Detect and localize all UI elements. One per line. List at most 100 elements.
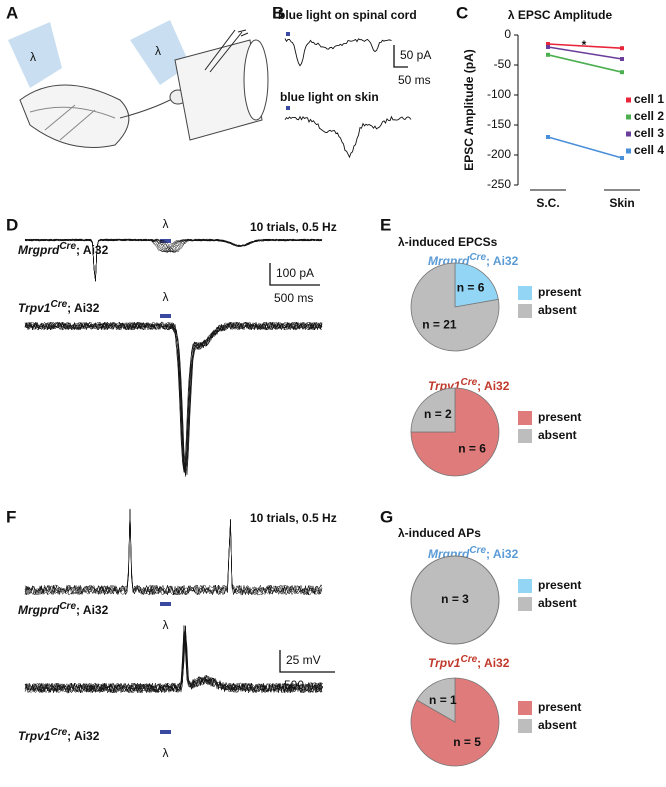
value-label: n = 2 bbox=[424, 407, 452, 421]
y-tick-label: 0 bbox=[504, 27, 511, 41]
x-tick-label: Skin bbox=[609, 196, 634, 210]
legend-swatch bbox=[518, 597, 532, 611]
legend-label: cell 3 bbox=[634, 126, 664, 140]
legend-label: cell 2 bbox=[634, 109, 664, 123]
legend-label: absent bbox=[538, 428, 577, 442]
trace bbox=[24, 321, 323, 470]
value-label: n = 21 bbox=[422, 318, 457, 332]
series-line bbox=[547, 54, 623, 73]
legend-label: absent bbox=[538, 303, 577, 317]
trace bbox=[24, 509, 323, 596]
panel-label: A bbox=[6, 3, 18, 22]
scale-bar bbox=[393, 45, 408, 68]
scale-label: 100 pA bbox=[276, 266, 314, 280]
scale-label: 25 mV bbox=[286, 653, 321, 667]
series-line bbox=[547, 43, 623, 49]
genotype-label: Trpv1Cre; Ai32 bbox=[428, 654, 510, 671]
panel-label: F bbox=[6, 507, 16, 526]
gene: Trpv1 bbox=[428, 656, 461, 670]
legend-swatch bbox=[626, 148, 631, 154]
pie-slice bbox=[416, 677, 456, 723]
y-tick-label: -250 bbox=[487, 177, 511, 191]
superscript: Cre bbox=[59, 601, 76, 612]
trace-title: blue light on spinal cord bbox=[278, 8, 417, 22]
trace bbox=[24, 238, 323, 280]
lambda: λ bbox=[163, 746, 169, 760]
genotype-rest: ; Ai32 bbox=[67, 729, 100, 743]
value-label: n = 6 bbox=[457, 281, 485, 295]
gene: Mrgprd bbox=[18, 243, 60, 257]
panel-title: λ-induced APs bbox=[398, 526, 481, 540]
trace bbox=[24, 321, 323, 476]
panel-label: D bbox=[6, 215, 18, 234]
scale-bar bbox=[279, 650, 335, 673]
trace-title: blue light on skin bbox=[280, 90, 379, 104]
point bbox=[620, 57, 624, 61]
point bbox=[620, 156, 624, 160]
pie-slice bbox=[410, 387, 500, 477]
panel-label: E bbox=[380, 215, 391, 234]
gene: Trpv1 bbox=[18, 301, 51, 315]
trace bbox=[24, 321, 323, 475]
stim-bar bbox=[160, 730, 171, 734]
genotype-label: MrgprdCre; Ai32 bbox=[18, 601, 109, 618]
trace bbox=[24, 509, 323, 596]
panel-label: B bbox=[272, 3, 284, 22]
y-tick-label: -150 bbox=[487, 117, 511, 131]
x-tick-label: S.C. bbox=[536, 196, 559, 210]
stim-bar bbox=[160, 239, 171, 243]
genotype-label: Trpv1Cre; Ai32 bbox=[18, 299, 100, 316]
panel-title: λ-induced EPCSs bbox=[398, 235, 498, 249]
superscript: Cre bbox=[469, 545, 486, 556]
y-tick-label: -50 bbox=[494, 57, 512, 71]
legend-label: absent bbox=[538, 718, 577, 732]
lambda: λ bbox=[163, 217, 169, 231]
value-label: n = 6 bbox=[458, 441, 486, 455]
value-label: n = 1 bbox=[429, 693, 457, 707]
chart-title: λ EPSC Amplitude bbox=[508, 8, 613, 22]
stim-marker bbox=[286, 106, 290, 110]
legend-label: absent bbox=[538, 596, 577, 610]
lambda: λ bbox=[30, 50, 36, 64]
legend-swatch bbox=[518, 719, 532, 733]
point bbox=[546, 135, 550, 139]
gene: Trpv1 bbox=[18, 729, 51, 743]
trace bbox=[24, 238, 323, 280]
superscript: Cre bbox=[460, 377, 477, 388]
panel-label: G bbox=[380, 507, 393, 526]
legend-swatch bbox=[518, 286, 532, 300]
genotype-rest: ; Ai32 bbox=[486, 547, 519, 561]
panel-label: C bbox=[456, 3, 468, 22]
superscript: Cre bbox=[460, 654, 477, 665]
trace bbox=[24, 321, 323, 477]
genotype-rest: ; Ai32 bbox=[76, 603, 109, 617]
y-tick-label: -200 bbox=[487, 147, 511, 161]
trials-label: 10 trials, 0.5 Hz bbox=[250, 220, 337, 234]
pie-slice bbox=[410, 555, 500, 645]
trace bbox=[284, 115, 412, 159]
point bbox=[546, 45, 550, 49]
point bbox=[620, 46, 624, 51]
genotype-rest: ; Ai32 bbox=[477, 656, 510, 670]
point bbox=[546, 42, 550, 46]
y-axis-label: EPSC Amplitude (pA) bbox=[462, 49, 476, 171]
legend-label: present bbox=[538, 410, 581, 424]
genotype-label: MrgprdCre; Ai32 bbox=[428, 545, 519, 562]
trials-label: 10 trials, 0.5 Hz bbox=[250, 511, 337, 525]
scale-label: 50 pA bbox=[400, 48, 431, 62]
lambda: λ bbox=[163, 290, 169, 304]
trace bbox=[24, 321, 323, 471]
genotype-rest: ; Ai32 bbox=[486, 254, 519, 268]
lambda: λ bbox=[155, 44, 161, 58]
trace bbox=[24, 321, 323, 473]
legend-label: present bbox=[538, 578, 581, 592]
legend-swatch bbox=[518, 579, 532, 593]
trace bbox=[24, 321, 323, 472]
superscript: Cre bbox=[59, 241, 76, 252]
legend-label: present bbox=[538, 285, 581, 299]
trace bbox=[24, 321, 323, 472]
legend-label: cell 1 bbox=[634, 92, 664, 106]
stim-marker bbox=[286, 32, 290, 36]
annotation: * bbox=[582, 38, 587, 52]
